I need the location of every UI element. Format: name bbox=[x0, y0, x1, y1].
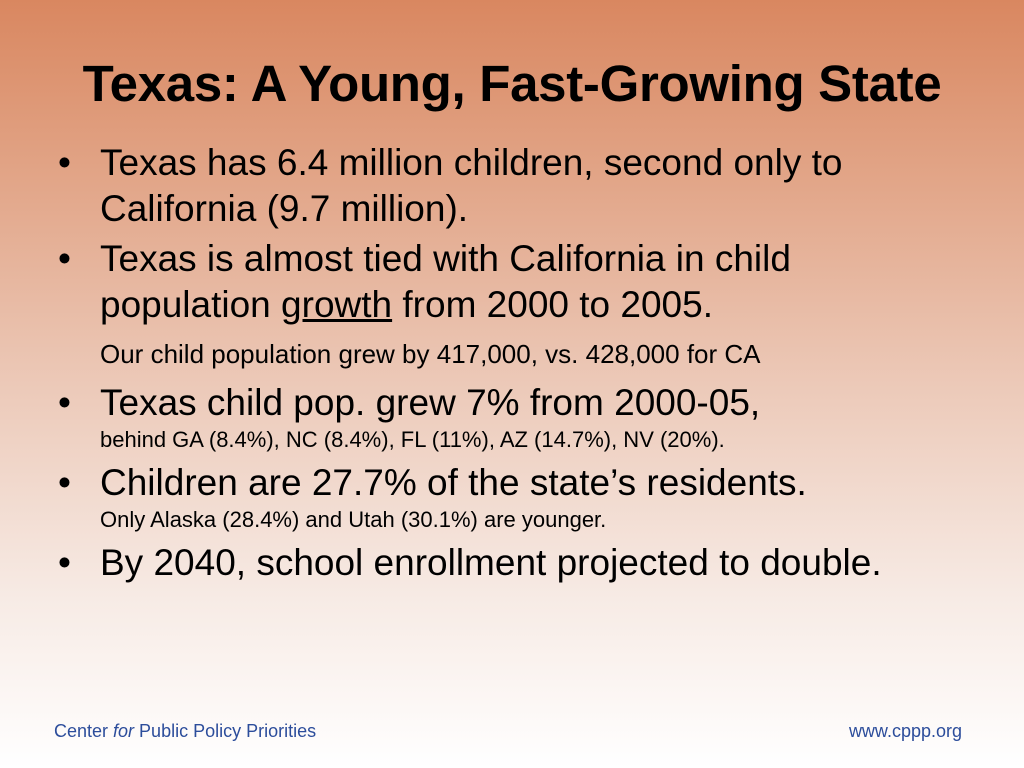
bullet-marker: • bbox=[58, 142, 71, 183]
footer-org-part2: Public Policy Priorities bbox=[134, 721, 317, 741]
bullet-detail: behind GA (8.4%), NC (8.4%), FL (11%), A… bbox=[100, 427, 725, 452]
bullet-item-growth-rate: • Texas child pop. grew 7% from 2000-05,… bbox=[58, 380, 938, 454]
sub-note-growth-numbers: Our child population grew by 417,000, vs… bbox=[100, 339, 761, 369]
bullet-text: By 2040, school enrollment projected to … bbox=[100, 542, 882, 583]
bullet-list: • Texas has 6.4 million children, second… bbox=[58, 140, 938, 586]
bullet-marker: • bbox=[58, 542, 71, 583]
footer-website-link[interactable]: www.cppp.org bbox=[848, 721, 962, 741]
footer-organization: Center for Public Policy Priorities bbox=[54, 721, 316, 742]
slide-title: Texas: A Young, Fast-Growing State bbox=[82, 55, 942, 112]
bullet-item-children-count: • Texas has 6.4 million children, second… bbox=[58, 140, 938, 232]
bullet-marker: • bbox=[58, 462, 71, 503]
bullet-item-enrollment: • By 2040, school enrollment projected t… bbox=[58, 540, 938, 586]
bullet-marker: • bbox=[58, 382, 71, 423]
bullet-marker: • bbox=[58, 238, 71, 279]
bullet-text: Texas child pop. grew 7% from 2000-05, bbox=[100, 382, 761, 423]
underlined-word: growth bbox=[281, 284, 393, 325]
bullet-text-end: from 2000 to 2005. bbox=[392, 284, 713, 325]
bullet-text-start: Texas is almost tied with California in … bbox=[100, 238, 791, 325]
bullet-text: Children are 27.7% of the state’s reside… bbox=[100, 462, 807, 503]
footer-org-part1: Center bbox=[54, 721, 114, 741]
bullet-item-growth-tie: • Texas is almost tied with California i… bbox=[58, 236, 938, 328]
bullet-text: Texas has 6.4 million children, second o… bbox=[100, 142, 843, 229]
footer-org-italic: for bbox=[113, 721, 135, 741]
bullet-item-children-share: • Children are 27.7% of the state’s resi… bbox=[58, 460, 938, 534]
bullet-detail: Only Alaska (28.4%) and Utah (30.1%) are… bbox=[100, 507, 607, 532]
